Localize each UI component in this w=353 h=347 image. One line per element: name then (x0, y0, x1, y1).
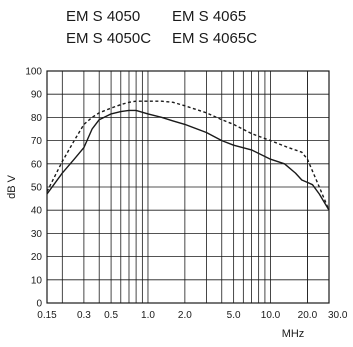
y-tick-label: 40 (31, 206, 43, 217)
x-tick-label: 0.15 (37, 310, 57, 321)
series-layer (46, 100, 330, 211)
x-axis-label: MHz (282, 328, 305, 340)
y-tick-label: 80 (31, 113, 43, 124)
x-tick-label: 10.0 (261, 310, 281, 321)
y-tick-label: 100 (25, 67, 42, 78)
series-line-solid (46, 109, 330, 211)
y-tick-label: 20 (31, 252, 43, 263)
y-tick-label: 0 (36, 299, 42, 310)
x-tick-label: 2.0 (178, 310, 192, 321)
x-tick-label: 20.0 (298, 310, 318, 321)
plot-frame (46, 70, 330, 304)
y-tick-label: 10 (31, 275, 43, 286)
y-tick-label: 30 (31, 229, 43, 240)
y-tick-label: 90 (31, 90, 43, 101)
series-line-dashed (46, 100, 330, 211)
model-label: EM S 4050 (66, 8, 141, 25)
y-tick-label: 50 (31, 183, 43, 194)
x-tick-label: 0.5 (104, 310, 118, 321)
x-tick-label: 0.3 (77, 310, 91, 321)
grid (47, 70, 329, 304)
x-tick-label: 30.0 (328, 310, 348, 321)
x-tick-labels: 0.15 0.3 0.5 1.0 2.0 5.0 10.0 20.0 30.0 (37, 310, 348, 321)
x-tick-label: 5.0 (227, 310, 241, 321)
y-axis-label: dB V (6, 174, 18, 199)
model-label: EM S 4065C (172, 30, 258, 47)
x-tick-label: 1.0 (141, 310, 155, 321)
y-tick-labels: 0 10 20 30 40 50 60 70 80 90 100 (25, 67, 42, 310)
y-tick-label: 70 (31, 136, 43, 147)
model-label: EM S 4050C (66, 30, 152, 47)
model-label: EM S 4065 (172, 8, 247, 25)
y-tick-label: 60 (31, 159, 43, 170)
